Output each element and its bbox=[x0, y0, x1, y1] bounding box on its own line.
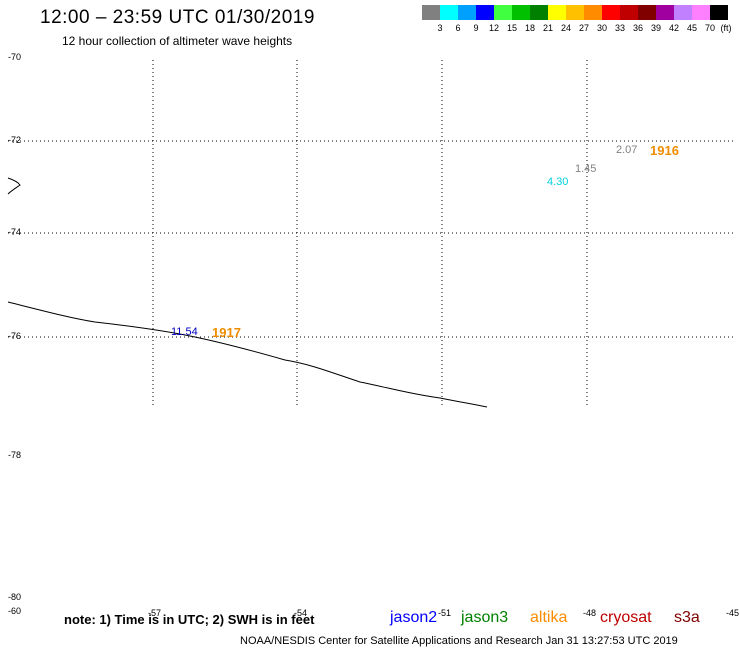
legend-label: 6 bbox=[455, 23, 461, 33]
grid-lines bbox=[8, 60, 733, 407]
legend-swatch bbox=[422, 5, 440, 20]
legend-swatch bbox=[710, 5, 728, 20]
longitude-label: -54 bbox=[294, 608, 308, 618]
legend-label: 18 bbox=[524, 23, 535, 33]
credit-line: NOAA/NESDIS Center for Satellite Applica… bbox=[240, 635, 678, 647]
legend-swatch bbox=[584, 5, 602, 20]
map-subtitle: 12 hour collection of altimeter wave hei… bbox=[62, 34, 293, 48]
legend-swatch bbox=[656, 5, 674, 20]
legend-label: 42 bbox=[668, 23, 679, 33]
legend-label: 21 bbox=[542, 23, 553, 33]
longitude-label: -57 bbox=[148, 608, 162, 618]
legend-swatch bbox=[620, 5, 638, 20]
wave-height-obs: 11.54 bbox=[171, 326, 198, 338]
coastline-fragment bbox=[7, 177, 21, 195]
legend-swatch bbox=[530, 5, 548, 20]
satellite-altika: altika bbox=[530, 609, 568, 626]
legend-label: 9 bbox=[473, 23, 479, 33]
wave-height-obs: 2.07 bbox=[616, 144, 638, 156]
lat-label-78: -78 bbox=[8, 450, 22, 460]
wave-height-obs: 4.30 bbox=[547, 176, 569, 188]
legend-swatch bbox=[458, 5, 476, 20]
lat-label-74: -74 bbox=[8, 227, 22, 237]
legend-swatch bbox=[476, 5, 494, 20]
legend-label: 33 bbox=[614, 23, 625, 33]
legend-label: 12 bbox=[488, 23, 499, 33]
longitude-label: -51 bbox=[438, 608, 452, 618]
legend-swatch bbox=[602, 5, 620, 20]
satellite-jason2: jason2 bbox=[390, 609, 438, 626]
satellite-cryosat: cryosat bbox=[600, 609, 652, 626]
legend-swatch bbox=[638, 5, 656, 20]
legend-unit: (ft) bbox=[720, 23, 732, 33]
map-title: 12:00 – 23:59 UTC 01/30/2019 bbox=[40, 7, 315, 28]
legend-swatch bbox=[512, 5, 530, 20]
legend-label: 39 bbox=[650, 23, 661, 33]
lat-label-60: -60 bbox=[8, 606, 22, 616]
lat-label-70: -70 bbox=[8, 52, 22, 62]
wave-height-obs: 1.45 bbox=[575, 163, 597, 175]
legend-swatch bbox=[674, 5, 692, 20]
legend-label: 24 bbox=[560, 23, 571, 33]
footer-note: note: 1) Time is in UTC; 2) SWH is in fe… bbox=[64, 612, 315, 627]
lat-label-80: -80 bbox=[8, 592, 22, 602]
longitude-label: -48 bbox=[583, 608, 597, 618]
longitude-label: -45 bbox=[726, 608, 740, 618]
legend-label: 45 bbox=[686, 23, 697, 33]
legend-label: 30 bbox=[596, 23, 607, 33]
legend-swatch bbox=[566, 5, 584, 20]
legend-label: 27 bbox=[578, 23, 589, 33]
pass-time-label: 1917 bbox=[212, 325, 241, 340]
legend-label: 3 bbox=[437, 23, 443, 33]
legend-swatch bbox=[494, 5, 512, 20]
satellite-s3a: s3a bbox=[674, 609, 700, 626]
legend-label: 70 bbox=[704, 23, 715, 33]
pass-time-label: 1916 bbox=[650, 143, 679, 158]
legend-swatch bbox=[692, 5, 710, 20]
legend-label: 36 bbox=[632, 23, 643, 33]
lat-label-76: -76 bbox=[8, 331, 22, 341]
antarctic-coastline bbox=[7, 301, 488, 408]
legend-swatch bbox=[548, 5, 566, 20]
legend-label: 15 bbox=[506, 23, 517, 33]
lat-label-72: -72 bbox=[8, 135, 22, 145]
satellite-jason3: jason3 bbox=[461, 609, 509, 626]
legend-swatch bbox=[440, 5, 458, 20]
